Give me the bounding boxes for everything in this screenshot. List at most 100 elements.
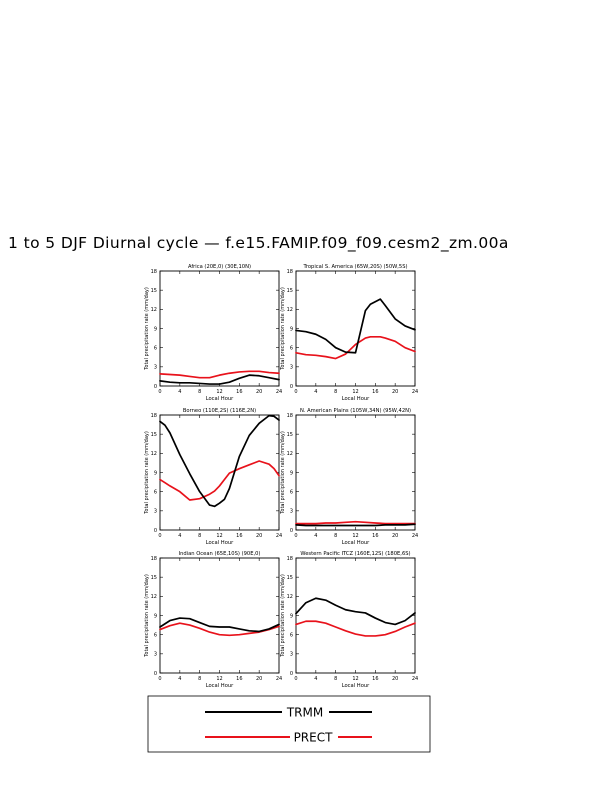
x-tick-label: 8 [334,533,337,539]
x-tick-label: 4 [178,676,181,682]
plot-frame [159,414,280,531]
y-tick-label: 0 [290,528,293,534]
plot-frame [159,557,280,674]
y-tick-label: 12 [287,594,293,600]
y-tick-label: 3 [290,365,293,371]
y-tick-label: 0 [154,528,157,534]
y-tick-label: 15 [287,288,293,294]
x-tick-label: 16 [372,389,378,395]
panel-5: Indian Ocean (65E,10S) (90E,0) 0 4 8 12 16 20 2… [144,551,282,689]
x-tick-label: 12 [352,676,358,682]
y-tick-label: 12 [287,307,293,313]
y-tick-label: 18 [151,269,157,275]
panel-2: Tropical S. America (65W,20S) (50W,5S) 0 4… [280,264,418,402]
x-tick-label: 20 [392,533,398,539]
y-tick-label: 0 [154,671,157,677]
panel-1: Africa (20E,0) (30E,10N) 0 4 8 12 16 20 24 0 3 6 9 1… [144,264,282,402]
y-tick-label: 12 [151,307,157,313]
y-tick-label: 12 [151,451,157,457]
y-tick-label: 6 [154,345,157,351]
panel-title: Borneo (110E,2S) (116E,2N) [183,408,256,414]
panel-6: Western Pacific ITCZ (160E,12S) (180E,6S… [280,551,418,689]
y-tick-label: 0 [290,671,293,677]
y-tick-label: 6 [290,489,293,495]
x-axis-label: Local Hour [206,396,234,402]
x-tick-label: 12 [216,676,222,682]
series-line-trmm [159,414,280,508]
y-axis-label: Total precipitation rate (mm/day) [144,431,150,515]
legend-prect-label: PRECT [294,731,334,745]
legend-trmm-label: TRMM [286,706,323,720]
x-tick-label: 12 [216,389,222,395]
y-tick-label: 12 [287,451,293,457]
x-tick-label: 8 [198,533,201,539]
y-tick-label: 6 [154,489,157,495]
x-tick-label: 8 [198,389,201,395]
y-tick-label: 12 [151,594,157,600]
x-tick-label: 20 [256,389,262,395]
x-tick-label: 4 [178,533,181,539]
x-tick-label: 20 [256,676,262,682]
series-line-trmm [295,523,416,527]
x-tick-label: 12 [216,533,222,539]
series-line-prect [295,520,416,525]
y-tick-label: 9 [290,326,293,332]
x-tick-label: 12 [352,533,358,539]
panel-title: Africa (20E,0) (30E,10N) [188,264,251,270]
x-tick-label: 8 [334,676,337,682]
y-tick-label: 15 [151,432,157,438]
x-tick-label: 24 [276,533,282,539]
series-line-trmm [295,597,416,626]
x-tick-label: 20 [256,533,262,539]
y-tick-label: 18 [287,269,293,275]
y-tick-label: 9 [154,470,157,476]
y-tick-label: 6 [290,345,293,351]
y-axis-label: Total precipitation rate (mm/day) [280,431,286,515]
x-tick-label: 4 [314,533,317,539]
legend: TRMM PRECT [147,695,431,753]
panel-title: Tropical S. America (65W,20S) (50W,5S) [302,264,407,270]
series-line-trmm [295,298,416,354]
y-tick-label: 15 [287,432,293,438]
y-tick-label: 0 [154,384,157,390]
y-tick-label: 15 [287,575,293,581]
plot-frame [295,414,416,531]
y-axis-label: Total precipitation rate (mm/day) [280,287,286,371]
x-tick-label: 16 [372,533,378,539]
y-tick-label: 3 [290,652,293,658]
panel-title: N. American Plains (105W,34N) (95W,42N) [300,408,411,414]
plot-frame [159,270,280,387]
x-tick-label: 20 [392,676,398,682]
panels: Africa (20E,0) (30E,10N) 0 4 8 12 16 20 24 0 3 6 9 1… [144,264,418,689]
y-tick-label: 3 [154,652,157,658]
panel-title: Western Pacific ITCZ (160E,12S) (180E,6S… [300,551,410,557]
panel-4: N. American Plains (105W,34N) (95W,42N) 0… [280,408,418,546]
y-tick-label: 6 [290,632,293,638]
y-tick-label: 0 [290,384,293,390]
x-tick-label: 0 [158,533,161,539]
series-line-prect [159,622,280,637]
x-axis-label: Local Hour [342,683,370,689]
panel-title: Indian Ocean (65E,10S) (90E,0) [179,551,261,557]
series-line-prect [295,620,416,637]
y-tick-label: 9 [154,326,157,332]
y-tick-label: 3 [154,365,157,371]
x-tick-label: 0 [294,533,297,539]
x-tick-label: 24 [276,389,282,395]
x-tick-label: 4 [178,389,181,395]
y-tick-label: 9 [290,613,293,619]
x-tick-label: 16 [236,676,242,682]
x-tick-label: 24 [412,676,418,682]
y-tick-label: 9 [290,470,293,476]
x-tick-label: 0 [158,389,161,395]
series-line-trmm [159,617,280,633]
x-tick-label: 16 [372,676,378,682]
plot-frame [295,557,416,674]
x-tick-label: 0 [294,389,297,395]
series-line-prect [159,370,280,379]
series-line-trmm [159,374,280,385]
x-tick-label: 8 [334,389,337,395]
y-tick-label: 18 [151,556,157,562]
x-tick-label: 16 [236,533,242,539]
